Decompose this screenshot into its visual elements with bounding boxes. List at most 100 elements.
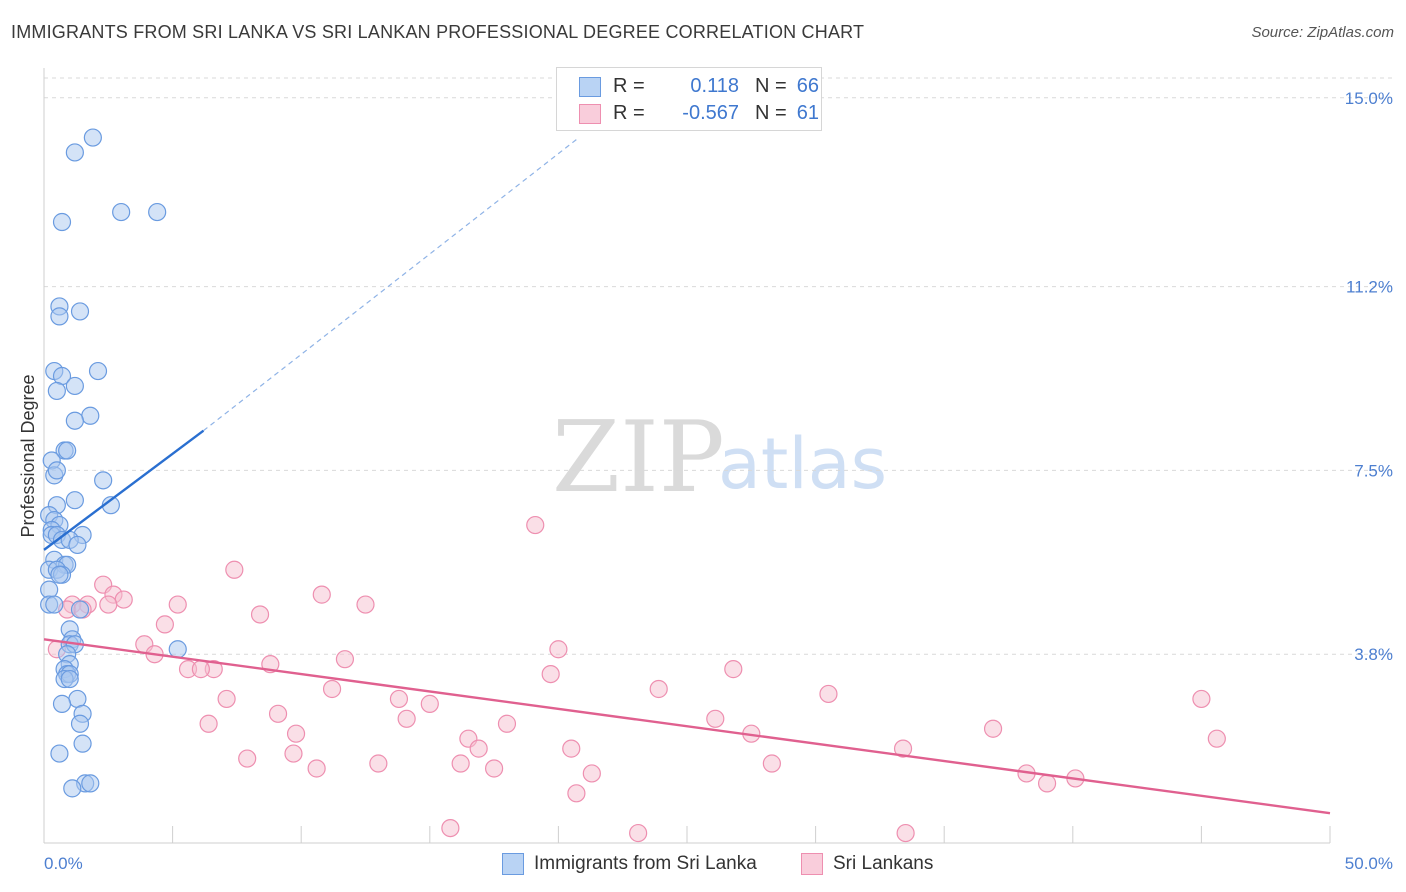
sri-lankans-point <box>421 695 438 712</box>
legend-n-value: 66 <box>791 75 819 98</box>
sri-lankans-point <box>169 596 186 613</box>
sri-lankans-point <box>452 755 469 772</box>
immigrants-point <box>61 671 78 688</box>
sri-lankans-point <box>985 720 1002 737</box>
sri-lankans-point <box>568 785 585 802</box>
sri-lankans-point <box>563 740 580 757</box>
immigrants-point <box>74 735 91 752</box>
immigrants-point <box>69 536 86 553</box>
immigrants-point <box>64 780 81 797</box>
immigrants-point <box>66 377 83 394</box>
series-immigrants-from-sri-lanka <box>41 129 187 797</box>
sri-lankans-point <box>1039 775 1056 792</box>
sri-lankans-point <box>550 641 567 658</box>
immigrants-point <box>82 775 99 792</box>
watermark-zip: ZIP <box>552 401 725 515</box>
immigrants-trend-extension <box>203 138 579 431</box>
sri-lankans-point <box>820 685 837 702</box>
y-tick-label: 7.5% <box>1354 461 1393 480</box>
sri-lankans-point <box>239 750 256 767</box>
immigrants-point <box>72 601 89 618</box>
immigrants-point <box>149 204 166 221</box>
legend-n-value: 61 <box>791 102 819 125</box>
x-tick-label-max: 50.0% <box>1345 854 1393 873</box>
sri-lankans-point <box>336 651 353 668</box>
sri-lankans-point <box>527 517 544 534</box>
immigrants-point <box>48 382 65 399</box>
bottom-legend-swatch-pink <box>801 853 823 875</box>
sri-lankans-point <box>470 740 487 757</box>
y-tick-label: 3.8% <box>1354 645 1393 664</box>
sri-lankans-point <box>763 755 780 772</box>
sri-lankans-point <box>707 710 724 727</box>
sri-lankans-point <box>1193 690 1210 707</box>
x-tick-label-min: 0.0% <box>44 854 83 873</box>
sri-lankans-point <box>156 616 173 633</box>
immigrants-point <box>72 715 89 732</box>
sri-lankans-point <box>200 715 217 732</box>
immigrants-point <box>51 566 68 583</box>
bottom-legend-label: Immigrants from Sri Lanka <box>534 853 757 875</box>
sri-lankans-point <box>1208 730 1225 747</box>
sri-lankans-point <box>313 586 330 603</box>
scatter-chart: ZIP atlas 3.8%7.5%11.2%15.0% 0.0% 50.0% … <box>0 0 1406 892</box>
sri-lankans-point <box>583 765 600 782</box>
sri-lankans-point <box>897 825 914 842</box>
immigrants-point <box>169 641 186 658</box>
legend-r-label: R = <box>613 102 645 125</box>
bottom-legend-swatch-blue <box>502 853 524 875</box>
sri-lankans-point <box>288 725 305 742</box>
immigrants-point <box>59 442 76 459</box>
legend-r-label: R = <box>613 75 645 98</box>
watermark-atlas: atlas <box>718 423 887 505</box>
sri-lankans-point <box>218 690 235 707</box>
immigrants-point <box>66 492 83 509</box>
sri-lankans-point <box>630 825 647 842</box>
immigrants-point <box>82 407 99 424</box>
immigrants-point <box>51 308 68 325</box>
sri-lankans-point <box>442 820 459 837</box>
immigrants-point <box>95 472 112 489</box>
immigrants-point <box>66 144 83 161</box>
immigrants-point <box>90 363 107 380</box>
sri-lankans-point <box>226 561 243 578</box>
sri-lankans-point <box>100 596 117 613</box>
sri-lankans-point <box>542 666 559 683</box>
sri-lankans-point <box>357 596 374 613</box>
correlation-legend: R = 0.118 N = 66 R = -0.567 N = 61 <box>556 67 822 131</box>
immigrants-point <box>113 204 130 221</box>
legend-r-value: 0.118 <box>649 75 739 98</box>
sri-lankans-point <box>192 661 209 678</box>
sri-lankans-point <box>486 760 503 777</box>
sri-lankans-trend-line <box>44 639 1330 813</box>
sri-lankans-point <box>270 705 287 722</box>
immigrants-point <box>84 129 101 146</box>
series-sri-lankans <box>48 517 1225 842</box>
y-tick-labels: 3.8% 7.5% 11.2% 15.0% <box>1345 89 1393 664</box>
sri-lankans-point <box>370 755 387 772</box>
y-tick-label: 15.0% <box>1345 89 1393 108</box>
immigrants-point <box>66 412 83 429</box>
legend-n-label: N = <box>755 75 787 98</box>
legend-r-value: -0.567 <box>649 102 739 125</box>
sri-lankans-point <box>498 715 515 732</box>
sri-lankans-point <box>725 661 742 678</box>
grid-lines <box>44 78 1392 654</box>
bottom-legend-label: Sri Lankans <box>833 853 933 875</box>
watermark: ZIP atlas <box>552 401 887 515</box>
sri-lankans-point <box>308 760 325 777</box>
immigrants-point <box>46 596 63 613</box>
legend-swatch-blue <box>579 77 601 97</box>
immigrants-point <box>48 462 65 479</box>
sri-lankans-point <box>650 680 667 697</box>
legend-n-label: N = <box>755 102 787 125</box>
sri-lankans-point <box>115 591 132 608</box>
sri-lankans-point <box>252 606 269 623</box>
sri-lankans-point <box>285 745 302 762</box>
y-axis-label: Professional Degree <box>18 374 38 537</box>
immigrants-point <box>54 214 71 231</box>
sri-lankans-point <box>398 710 415 727</box>
x-tick-marks <box>173 826 1330 843</box>
sri-lankans-point <box>390 690 407 707</box>
legend-swatch-pink <box>579 104 601 124</box>
